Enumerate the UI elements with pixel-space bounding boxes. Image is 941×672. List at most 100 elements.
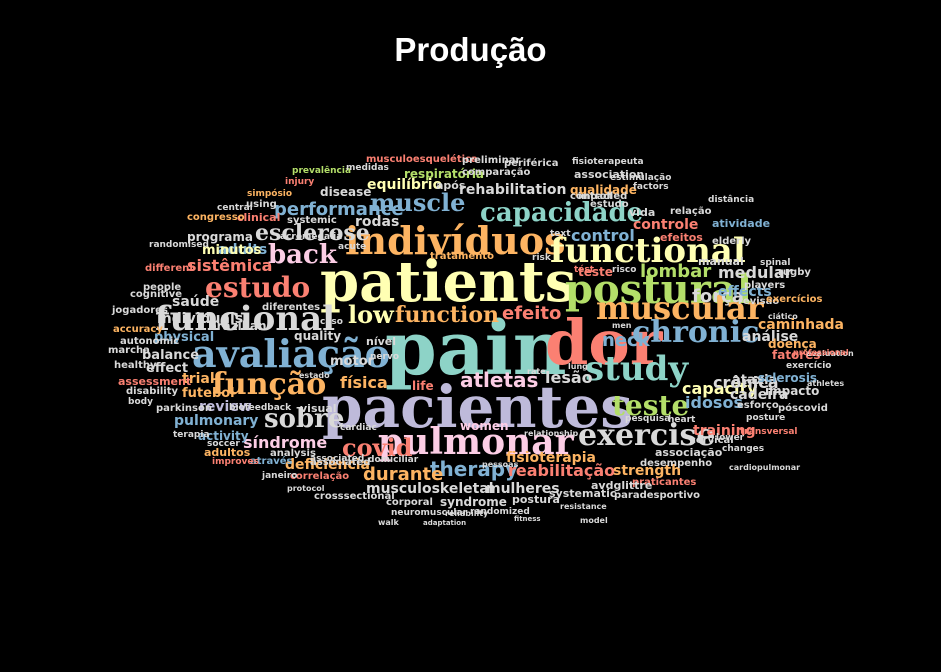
cloud-word: elderly	[712, 236, 752, 247]
cloud-word: chronic	[632, 315, 760, 350]
cloud-word: pulmonar	[378, 421, 574, 463]
cloud-word: accuracy	[113, 324, 163, 335]
cloud-word: atletas	[460, 368, 539, 392]
cloud-word: estudo	[590, 199, 629, 210]
cloud-word: athletes	[807, 379, 845, 388]
cloud-word: doença	[768, 337, 817, 351]
cloud-word: functional	[550, 231, 746, 271]
cloud-word: cardiopulmonar	[729, 463, 801, 472]
cloud-word: lombar	[640, 261, 712, 282]
cloud-word: randomized	[470, 507, 530, 517]
cloud-word: protocol	[287, 484, 325, 493]
cloud-word: low	[348, 300, 394, 329]
cloud-word: domiciliar	[368, 455, 419, 465]
cloud-word: esclerose	[255, 220, 370, 246]
cloud-word: adaptation	[423, 519, 467, 527]
cloud-word: rehabilitation	[459, 182, 567, 198]
cloud-word: associação	[655, 446, 723, 459]
cloud-word: atividade	[712, 217, 771, 230]
cloud-word: deficiência	[285, 457, 370, 473]
cloud-word: acromegalia	[280, 232, 343, 242]
cloud-word: função	[212, 367, 327, 402]
cloud-word: walk	[378, 518, 399, 527]
cloud-word: comparação	[462, 167, 531, 178]
cloud-word: effect	[146, 361, 189, 376]
cloud-word: teste	[612, 389, 690, 422]
cloud-word: reliability	[445, 509, 489, 518]
cloud-word: heart	[668, 415, 696, 425]
cloud-word: factors	[633, 182, 669, 192]
cloud-word: medular	[718, 263, 793, 282]
cloud-word: pessoas	[482, 460, 519, 469]
cloud-word: control	[571, 226, 635, 245]
cloud-word: improves	[212, 457, 259, 467]
cloud-word: funcional	[155, 299, 336, 339]
cloud-word: durante	[363, 464, 444, 485]
cloud-word: different	[145, 263, 195, 274]
cloud-word: lung	[568, 362, 588, 371]
cloud-word: body	[128, 397, 153, 407]
cloud-word: soccer	[207, 439, 240, 449]
cloud-word: cognitive	[130, 289, 183, 300]
cloud-word: estimulação	[610, 173, 672, 183]
cloud-word: impact	[578, 192, 613, 202]
cloud-word: nível	[366, 335, 397, 348]
cloud-word: rodas	[355, 214, 400, 230]
cloud-word: risk	[532, 253, 551, 263]
cloud-word: performance	[274, 199, 404, 220]
cloud-word: medidas	[346, 163, 389, 173]
cloud-word: terapia	[173, 430, 210, 440]
cloud-word: exercise	[578, 418, 716, 453]
cloud-word: risco	[612, 265, 637, 275]
cloud-word: activity	[198, 429, 249, 443]
cloud-word: capacity	[682, 379, 758, 398]
cloud-word: dor	[545, 306, 663, 379]
cloud-word: fisioterapeuta	[572, 157, 644, 167]
cloud-word: injury	[285, 177, 315, 187]
cloud-word: resistance	[560, 502, 607, 511]
cloud-word: cardiac	[340, 423, 377, 433]
cloud-word: diferentes	[262, 302, 321, 313]
cloud-word: musculoesquelética	[366, 154, 478, 165]
cloud-word: mulheres	[486, 481, 560, 497]
cloud-word: impacto	[765, 384, 820, 398]
cloud-word: analysis	[270, 448, 316, 459]
cloud-word: física	[340, 373, 388, 392]
cloud-word: biofeedback	[229, 403, 292, 413]
cloud-word: text	[550, 229, 571, 239]
cloud-word: players	[744, 280, 786, 291]
cloud-word: lower	[716, 433, 745, 443]
cloud-word: tést	[574, 265, 595, 275]
cloud-word: associated	[310, 457, 371, 468]
cloud-word: análise	[742, 329, 799, 345]
cloud-word: avdglittre	[591, 479, 653, 492]
cloud-word: assessment	[118, 375, 192, 388]
cloud-word: preliminar	[462, 155, 521, 166]
cloud-word: systematic	[549, 487, 617, 500]
cloud-word: life	[412, 379, 434, 393]
cloud-word: training	[693, 423, 756, 439]
cloud-word: postural	[565, 266, 752, 313]
cloud-word: function	[395, 302, 500, 328]
cloud-word: jogadores	[112, 305, 168, 316]
cloud-word: nervo	[370, 352, 399, 362]
cloud-word: changes	[722, 444, 765, 454]
cloud-word: associated	[310, 454, 365, 464]
cloud-word: pesquisa	[625, 414, 671, 424]
cloud-word: efeito	[502, 303, 562, 324]
cloud-word: congresso	[187, 212, 245, 223]
cloud-word: saúde	[172, 294, 220, 310]
cloud-word: pacientes	[322, 373, 633, 441]
cloud-word: lesão	[545, 368, 593, 387]
cloud-word: strength	[613, 463, 682, 479]
cloud-word: idosos	[685, 393, 743, 412]
cloud-word: relationship	[524, 429, 579, 438]
cloud-word: model	[580, 516, 608, 525]
cloud-word: randomised	[149, 240, 209, 250]
cloud-word: people	[143, 282, 182, 293]
cloud-word: therapy	[430, 457, 519, 481]
cloud-word: prevalência	[292, 166, 352, 176]
cloud-word: autonomic	[120, 336, 180, 347]
cloud-word: healthy	[114, 360, 157, 371]
